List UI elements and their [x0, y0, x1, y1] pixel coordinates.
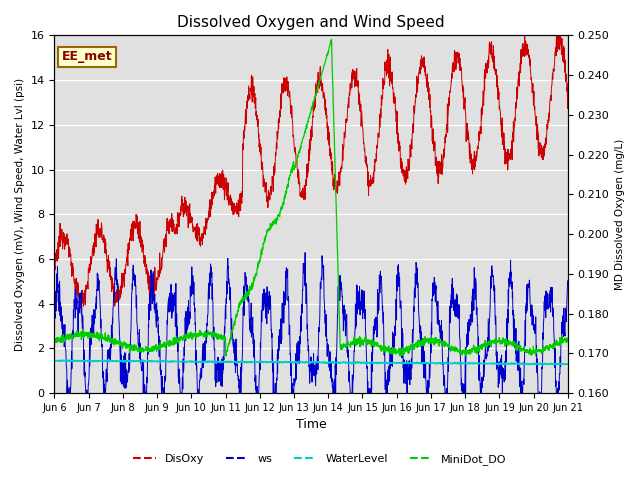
Line: ws: ws: [54, 252, 568, 393]
ws: [564, 278, 572, 284]
Legend: DisOxy, ws, WaterLevel, MiniDot_DO: DisOxy, ws, WaterLevel, MiniDot_DO: [129, 450, 511, 469]
WaterLevel: [549, 361, 557, 367]
DisOxy: [51, 268, 58, 274]
DisOxy: [564, 81, 572, 86]
ws: [301, 250, 309, 255]
ws: [77, 290, 84, 296]
ws: [287, 372, 294, 378]
WaterLevel: [549, 361, 557, 367]
MiniDot_DO: [550, 341, 557, 347]
DisOxy: [553, 33, 561, 38]
Line: MiniDot_DO: MiniDot_DO: [54, 39, 568, 356]
Title: Dissolved Oxygen and Wind Speed: Dissolved Oxygen and Wind Speed: [177, 15, 445, 30]
MiniDot_DO: [564, 336, 572, 342]
MiniDot_DO: [549, 341, 557, 347]
WaterLevel: [300, 360, 308, 365]
DisOxy: [455, 50, 463, 56]
DisOxy: [76, 305, 84, 311]
DisOxy: [77, 302, 84, 308]
MiniDot_DO: [328, 36, 335, 42]
Y-axis label: Dissolved Oxygen (mV), Wind Speed, Water Lvl (psi): Dissolved Oxygen (mV), Wind Speed, Water…: [15, 78, 25, 351]
Text: EE_met: EE_met: [62, 50, 113, 63]
ws: [550, 309, 557, 314]
MiniDot_DO: [222, 353, 230, 359]
WaterLevel: [99, 357, 106, 363]
ws: [549, 312, 557, 318]
ws: [51, 339, 58, 345]
WaterLevel: [77, 359, 84, 364]
ws: [455, 305, 463, 311]
X-axis label: Time: Time: [296, 419, 326, 432]
WaterLevel: [51, 358, 58, 363]
WaterLevel: [555, 362, 563, 368]
MiniDot_DO: [77, 332, 84, 337]
WaterLevel: [455, 360, 463, 366]
ws: [300, 262, 308, 268]
WaterLevel: [287, 360, 294, 365]
DisOxy: [287, 108, 294, 114]
DisOxy: [300, 182, 308, 188]
MiniDot_DO: [287, 168, 294, 174]
MiniDot_DO: [455, 348, 463, 354]
ws: [63, 390, 71, 396]
DisOxy: [549, 66, 557, 72]
Line: WaterLevel: WaterLevel: [54, 360, 568, 365]
Line: DisOxy: DisOxy: [54, 36, 568, 308]
WaterLevel: [564, 361, 572, 367]
DisOxy: [549, 74, 557, 80]
MiniDot_DO: [300, 131, 308, 137]
Y-axis label: MD Dissolved Oxygen (mg/L): MD Dissolved Oxygen (mg/L): [615, 139, 625, 290]
MiniDot_DO: [51, 337, 58, 343]
